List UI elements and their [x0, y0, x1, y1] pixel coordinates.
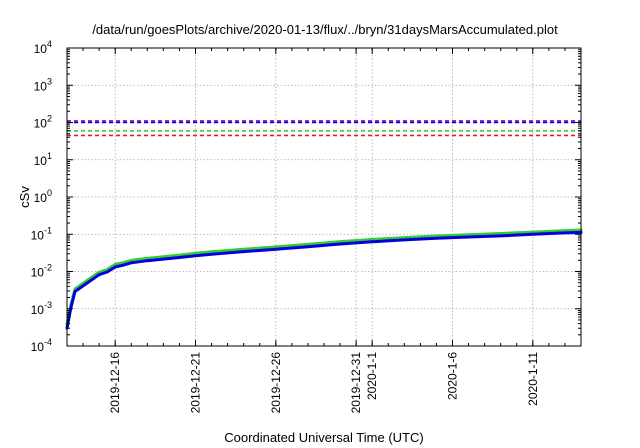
x-tick-label: 2019-12-16	[108, 352, 122, 414]
y-tick-label: 10-4	[31, 337, 52, 354]
grid	[67, 48, 581, 346]
y-tick-label: 104	[34, 39, 52, 56]
x-tick-label: 2020-1-11	[526, 352, 540, 406]
series-lines	[65, 228, 583, 330]
y-tick-label: 10-3	[31, 300, 52, 317]
y-tick-label: 10-2	[31, 263, 52, 280]
x-tick-label: 2020-1-6	[446, 352, 460, 400]
y-tick-label: 100	[34, 188, 52, 205]
series-line	[65, 230, 583, 330]
y-tick-label: 103	[34, 76, 52, 93]
threshold-lines	[67, 120, 581, 137]
x-tick-label: 2019-12-26	[269, 352, 283, 414]
y-tick-label: 101	[34, 151, 52, 168]
y-axis-label: cSv	[17, 186, 32, 208]
x-tick-label: 2019-12-31	[349, 352, 363, 414]
y-tick-label: 10-1	[31, 225, 52, 242]
x-tick-label: 2020-1-1	[365, 352, 379, 400]
x-tick-label: 2019-12-21	[189, 352, 203, 414]
x-axis-label: Coordinated Universal Time (UTC)	[224, 430, 423, 445]
x-axis: 2019-12-16 2019-12-21 2019-12-26 2019-12-31…	[66, 48, 582, 414]
chart-title: /data/run/goesPlots/archive/2020-01-13/f…	[92, 22, 558, 37]
y-axis: 10-4 10-3 10-2 10-1 100 101 102 103 104	[31, 39, 581, 354]
series-line	[65, 228, 583, 326]
y-tick-label: 102	[34, 114, 52, 131]
